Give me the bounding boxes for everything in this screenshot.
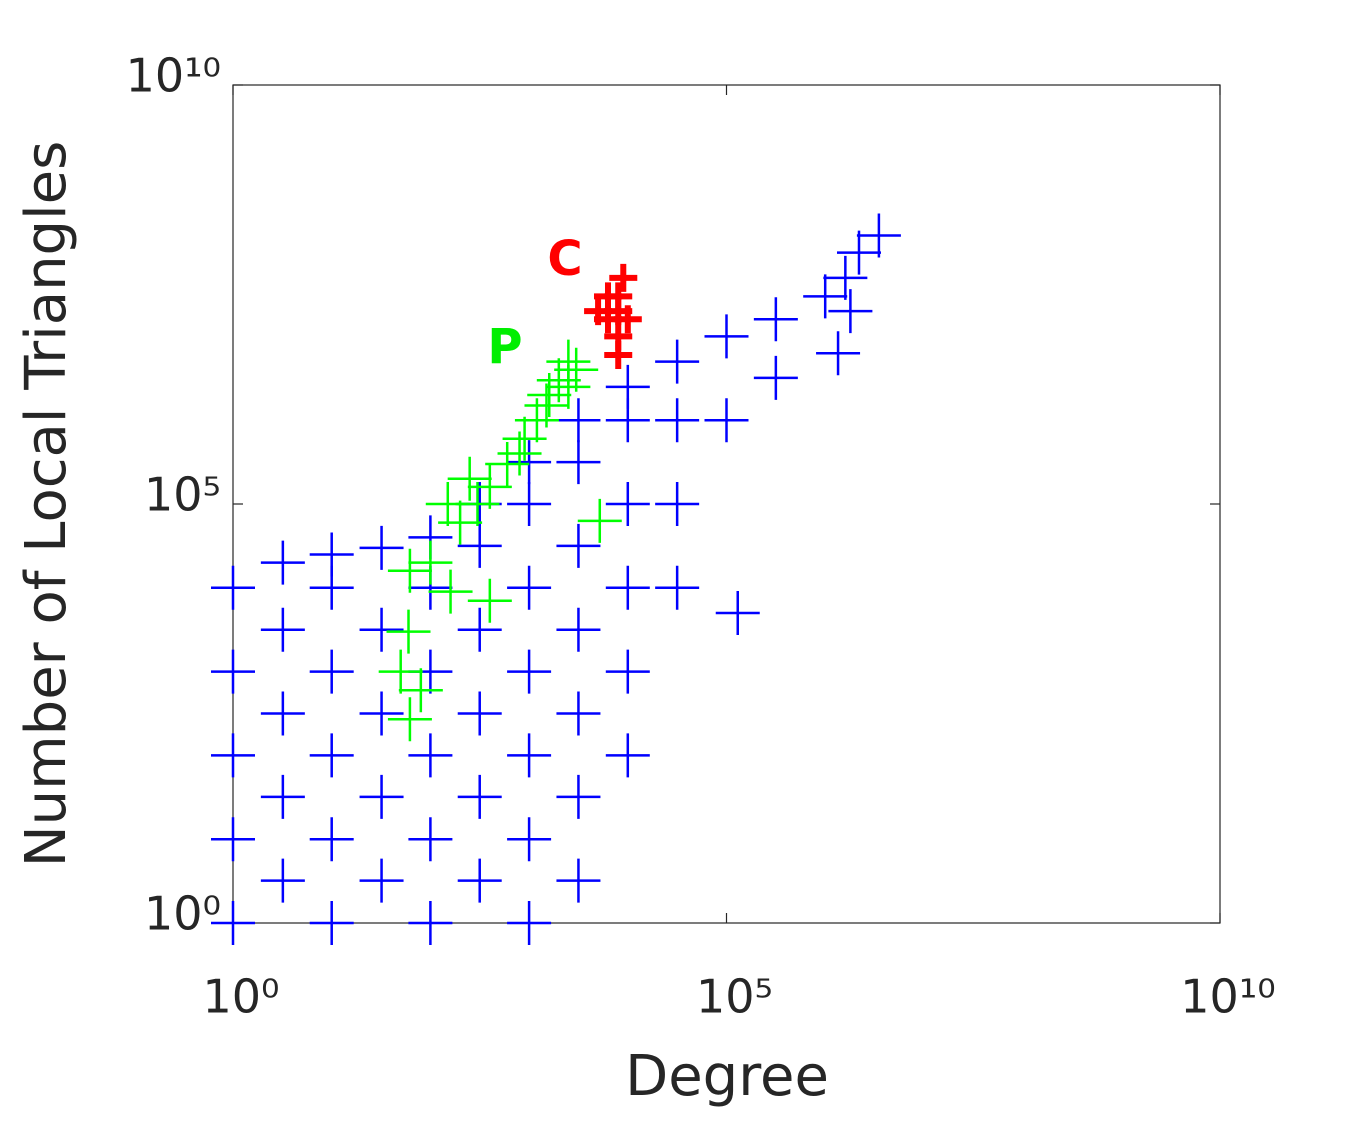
point	[556, 440, 601, 485]
point	[309, 733, 354, 778]
point	[408, 817, 453, 862]
point	[467, 578, 512, 623]
point	[359, 525, 404, 570]
point	[425, 482, 470, 526]
point	[507, 733, 552, 778]
point	[546, 364, 591, 409]
point	[554, 347, 599, 392]
point	[823, 255, 868, 300]
point	[309, 532, 354, 577]
point	[387, 697, 432, 742]
point	[467, 464, 512, 509]
point	[309, 649, 354, 694]
point	[527, 372, 572, 417]
point	[408, 901, 453, 945]
point	[359, 691, 404, 736]
point	[211, 733, 255, 778]
point	[211, 901, 255, 945]
point	[753, 355, 798, 400]
point	[398, 668, 443, 713]
point	[408, 540, 453, 585]
point	[507, 440, 552, 485]
point	[359, 858, 404, 903]
point	[704, 314, 749, 359]
point	[507, 817, 552, 862]
x-tick-label: 10¹⁰	[1180, 970, 1275, 1024]
y-tick-label: 10⁰	[144, 887, 221, 941]
point	[577, 498, 622, 543]
point	[655, 482, 700, 526]
point	[378, 649, 423, 694]
point	[605, 649, 650, 694]
point	[507, 901, 552, 945]
point	[704, 398, 749, 443]
point	[457, 607, 502, 652]
point	[260, 858, 305, 903]
point	[856, 213, 901, 258]
point	[556, 523, 601, 568]
point	[260, 774, 305, 819]
point	[655, 398, 700, 443]
point	[556, 398, 601, 443]
point	[211, 565, 255, 610]
point	[556, 691, 601, 736]
point	[309, 817, 354, 862]
annotation: C	[547, 231, 582, 287]
point	[408, 733, 453, 778]
point	[428, 569, 473, 614]
point	[447, 456, 492, 501]
point	[211, 817, 255, 862]
point	[556, 774, 601, 819]
point	[359, 607, 404, 652]
point	[457, 523, 502, 568]
annotation: P	[487, 319, 522, 375]
point	[387, 548, 432, 593]
point	[753, 297, 798, 342]
point	[457, 774, 502, 819]
point	[604, 340, 633, 369]
point	[803, 274, 848, 319]
point	[604, 282, 633, 311]
point	[605, 364, 650, 409]
point	[457, 691, 502, 736]
point	[605, 565, 650, 610]
point	[438, 500, 483, 545]
point	[485, 442, 530, 487]
x-tick-label: 10⁰	[203, 970, 280, 1024]
point	[816, 331, 861, 376]
point	[457, 858, 502, 903]
point	[524, 383, 569, 428]
x-axis-label: Degree	[625, 1044, 829, 1109]
point	[715, 591, 760, 636]
point	[507, 565, 552, 610]
point	[507, 649, 552, 694]
point	[260, 691, 305, 736]
point	[605, 733, 650, 778]
y-axis-label: Number of Local Triangles	[14, 141, 79, 868]
point	[836, 230, 881, 275]
point	[613, 305, 642, 334]
point	[497, 431, 542, 476]
y-tick-label: 10⁵	[144, 468, 221, 522]
point	[655, 339, 700, 384]
point	[211, 649, 255, 694]
point	[260, 540, 305, 585]
point	[655, 565, 700, 610]
point	[359, 774, 404, 819]
y-tick-label: 10¹⁰	[126, 49, 221, 103]
point	[828, 289, 873, 334]
point	[556, 607, 601, 652]
x-tick-label: 10⁵	[696, 970, 773, 1024]
point	[386, 609, 431, 654]
point	[609, 263, 638, 292]
point	[605, 482, 650, 526]
point	[260, 607, 305, 652]
point	[309, 901, 354, 945]
point	[507, 482, 552, 526]
plot-area	[232, 84, 1221, 924]
point	[556, 858, 601, 903]
